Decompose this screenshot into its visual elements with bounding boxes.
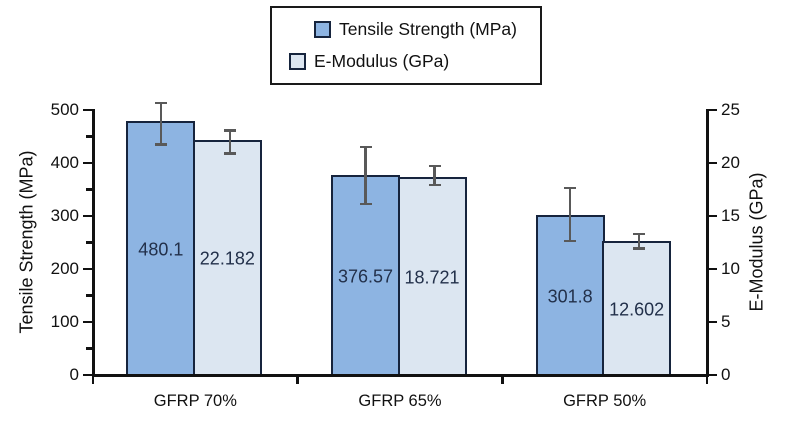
right-axis-tick-label: 25 [721, 100, 740, 119]
error-bar-emodulus-1-line [228, 129, 232, 155]
x-axis-line [91, 373, 709, 377]
x-axis-tick [91, 375, 95, 384]
category-label-2: GFRP 65% [358, 392, 442, 410]
chart-legend: Tensile Strength (MPa) E-Modulus (GPa) [270, 6, 542, 85]
error-bar-emodulus-2-line [433, 164, 436, 187]
x-axis-tick [705, 375, 709, 384]
error-bar-tensile-1-line [159, 101, 163, 146]
bar-tensile-1 [126, 120, 196, 375]
left-axis-minor-tick [86, 241, 93, 244]
error-bar-tensile-3-cap-top [564, 186, 577, 190]
legend-label-tensile-strength: Tensile Strength (MPa) [339, 19, 517, 39]
error-bar-tensile-2-line [364, 145, 367, 206]
left-axis-tick-label: 100 [50, 312, 79, 331]
error-bar-emodulus-3-cap-top [633, 232, 646, 236]
error-bar-tensile-2-cap-top [359, 145, 372, 149]
bar-emodulus-3 [602, 241, 672, 375]
right-axis-title: E-Modulus (GPa) [746, 172, 767, 312]
x-axis-tick [501, 375, 504, 384]
data-label-emodulus-3: 12.602 [609, 299, 665, 320]
left-axis-line [91, 109, 95, 377]
left-axis-tick-label: 300 [50, 206, 79, 225]
right-axis-tick-label: 20 [721, 153, 740, 172]
left-axis-major-tick [83, 267, 93, 271]
right-axis-major-tick [707, 161, 717, 165]
error-bar-tensile-2-cap-bottom [359, 202, 372, 206]
error-bar-emodulus-3-cap-bottom [633, 247, 646, 250]
left-axis-major-tick [83, 320, 93, 324]
error-bar-tensile-3-line [568, 186, 572, 243]
bar-emodulus-2 [397, 176, 467, 375]
data-label-tensile-2: 376.57 [337, 266, 394, 287]
error-bar-emodulus-1-cap-top [223, 129, 236, 132]
right-axis-tick-label: 15 [721, 206, 740, 225]
left-axis-tick-label: 500 [50, 100, 79, 119]
left-axis-tick-label: 200 [50, 259, 79, 278]
category-label-3: GFRP 50% [563, 392, 647, 410]
left-axis-tick-label: 0 [69, 365, 79, 384]
left-axis-major-tick [83, 108, 93, 112]
legend-item-tensile-strength: Tensile Strength (MPa) [272, 19, 540, 40]
category-label-1: GFRP 70% [153, 392, 237, 410]
error-bar-tensile-3-cap-bottom [564, 239, 577, 243]
bar-emodulus-1 [192, 139, 262, 375]
right-axis-tick-label: 0 [721, 365, 731, 384]
legend-swatch-tensile-icon [314, 21, 331, 38]
left-axis-minor-tick [86, 135, 93, 138]
right-axis-tick-label: 10 [721, 259, 740, 278]
right-axis-tick-label: 5 [721, 312, 731, 331]
error-bar-emodulus-3-line [637, 232, 641, 250]
legend-item-e-modulus: E-Modulus (GPa) [272, 51, 540, 72]
error-bar-emodulus-2-cap-top [428, 164, 441, 168]
right-axis-major-tick [707, 320, 717, 324]
left-axis-major-tick [83, 161, 93, 165]
error-bar-emodulus-2-cap-bottom [428, 183, 441, 187]
data-label-emodulus-2: 18.721 [404, 267, 460, 288]
left-axis-major-tick [83, 214, 93, 218]
left-axis-title: Tensile Strength (MPa) [16, 150, 37, 334]
left-axis-tick-label: 400 [50, 153, 79, 172]
data-label-emodulus-1: 22.182 [199, 248, 255, 269]
right-axis-major-tick [707, 373, 717, 377]
legend-label-e-modulus: E-Modulus (GPa) [314, 51, 450, 71]
data-label-tensile-1: 480.1 [138, 239, 184, 260]
error-bar-emodulus-1-cap-bottom [223, 152, 236, 155]
error-bar-tensile-1-cap-bottom [154, 143, 167, 146]
left-axis-minor-tick [86, 347, 93, 350]
left-axis-minor-tick [86, 294, 93, 297]
left-axis-minor-tick [86, 188, 93, 191]
data-label-tensile-3: 301.8 [547, 286, 593, 307]
x-axis-tick [296, 375, 299, 384]
right-axis-major-tick [707, 108, 717, 112]
right-axis-major-tick [707, 214, 717, 218]
right-axis-major-tick [707, 267, 717, 271]
legend-swatch-emodulus-icon [289, 53, 306, 70]
left-axis-major-tick [83, 373, 93, 377]
right-axis-line [705, 109, 709, 377]
error-bar-tensile-1-cap-top [154, 101, 167, 105]
